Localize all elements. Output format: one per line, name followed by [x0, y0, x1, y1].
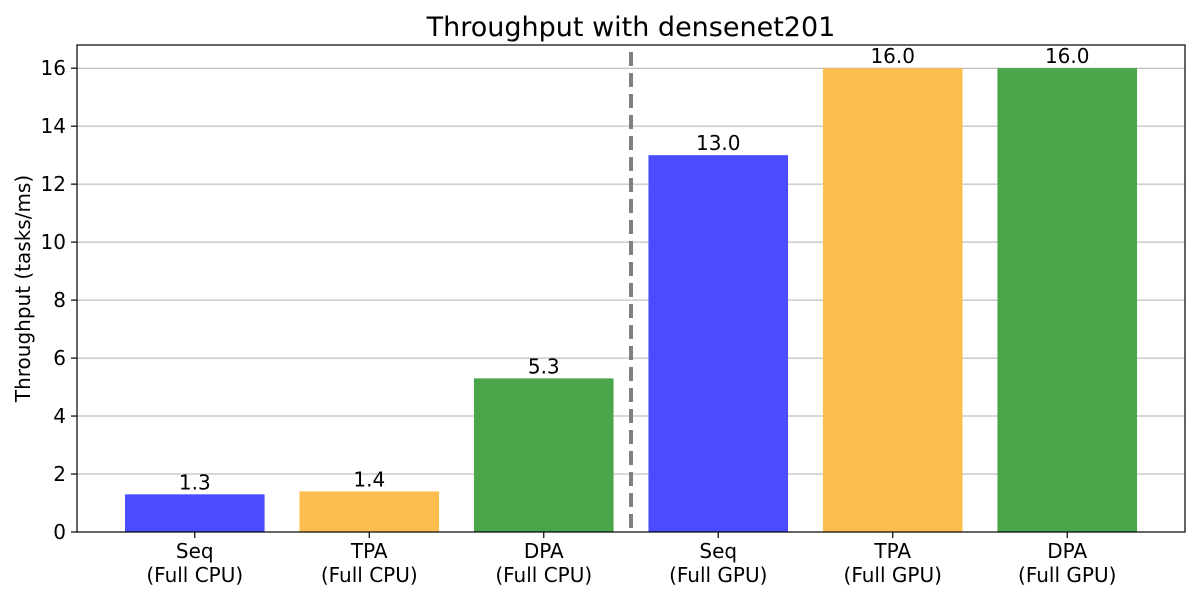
y-axis-label: Throughput (tasks/ms) [11, 175, 35, 403]
bar [299, 491, 440, 532]
x-tick-label: DPA [524, 539, 564, 563]
bar-value-label: 1.3 [179, 470, 211, 494]
bar-value-label: 13.0 [696, 131, 741, 155]
y-tick-label: 12 [41, 172, 66, 196]
bar-value-label: 16.0 [1045, 44, 1090, 68]
y-axis-ticks: 0 2 4 6 8 10 12 14 16 [41, 56, 77, 544]
x-axis-ticks: Seq(Full CPU)TPA(Full CPU)DPA(Full CPU)S… [146, 532, 1116, 587]
x-tick-label: TPA [350, 539, 388, 563]
x-tick-label: Seq [699, 539, 737, 563]
x-tick-label: Seq [176, 539, 214, 563]
bar [822, 68, 963, 532]
x-tick-label: DPA [1047, 539, 1087, 563]
y-tick-label: 2 [53, 462, 66, 486]
x-tick-label: (Full GPU) [669, 563, 767, 587]
value-labels: 1.3 1.4 5.3 13.0 16.0 16.0 [179, 44, 1090, 494]
y-tick-label: 4 [53, 404, 66, 428]
bar [997, 68, 1138, 532]
x-tick-label: TPA [873, 539, 911, 563]
y-tick-label: 0 [53, 520, 66, 544]
y-tick-label: 16 [41, 56, 66, 80]
bar [124, 494, 265, 532]
y-tick-label: 6 [53, 346, 66, 370]
bar-value-label: 1.4 [353, 467, 385, 491]
plot-frame [76, 44, 1186, 533]
y-tick-label: 10 [41, 230, 66, 254]
bar-value-label: 5.3 [528, 354, 560, 378]
x-tick-label: (Full CPU) [146, 563, 243, 587]
bar-value-label: 16.0 [870, 44, 915, 68]
chart-title: Throughput with densenet201 [426, 12, 836, 43]
x-tick-label: (Full CPU) [321, 563, 418, 587]
x-tick-label: (Full GPU) [844, 563, 942, 587]
x-tick-label: (Full GPU) [1018, 563, 1116, 587]
y-tick-label: 8 [53, 288, 66, 312]
bar [648, 155, 789, 532]
y-tick-label: 14 [41, 114, 66, 138]
x-tick-label: (Full CPU) [495, 563, 592, 587]
bar [473, 378, 614, 532]
bars [124, 68, 1138, 532]
